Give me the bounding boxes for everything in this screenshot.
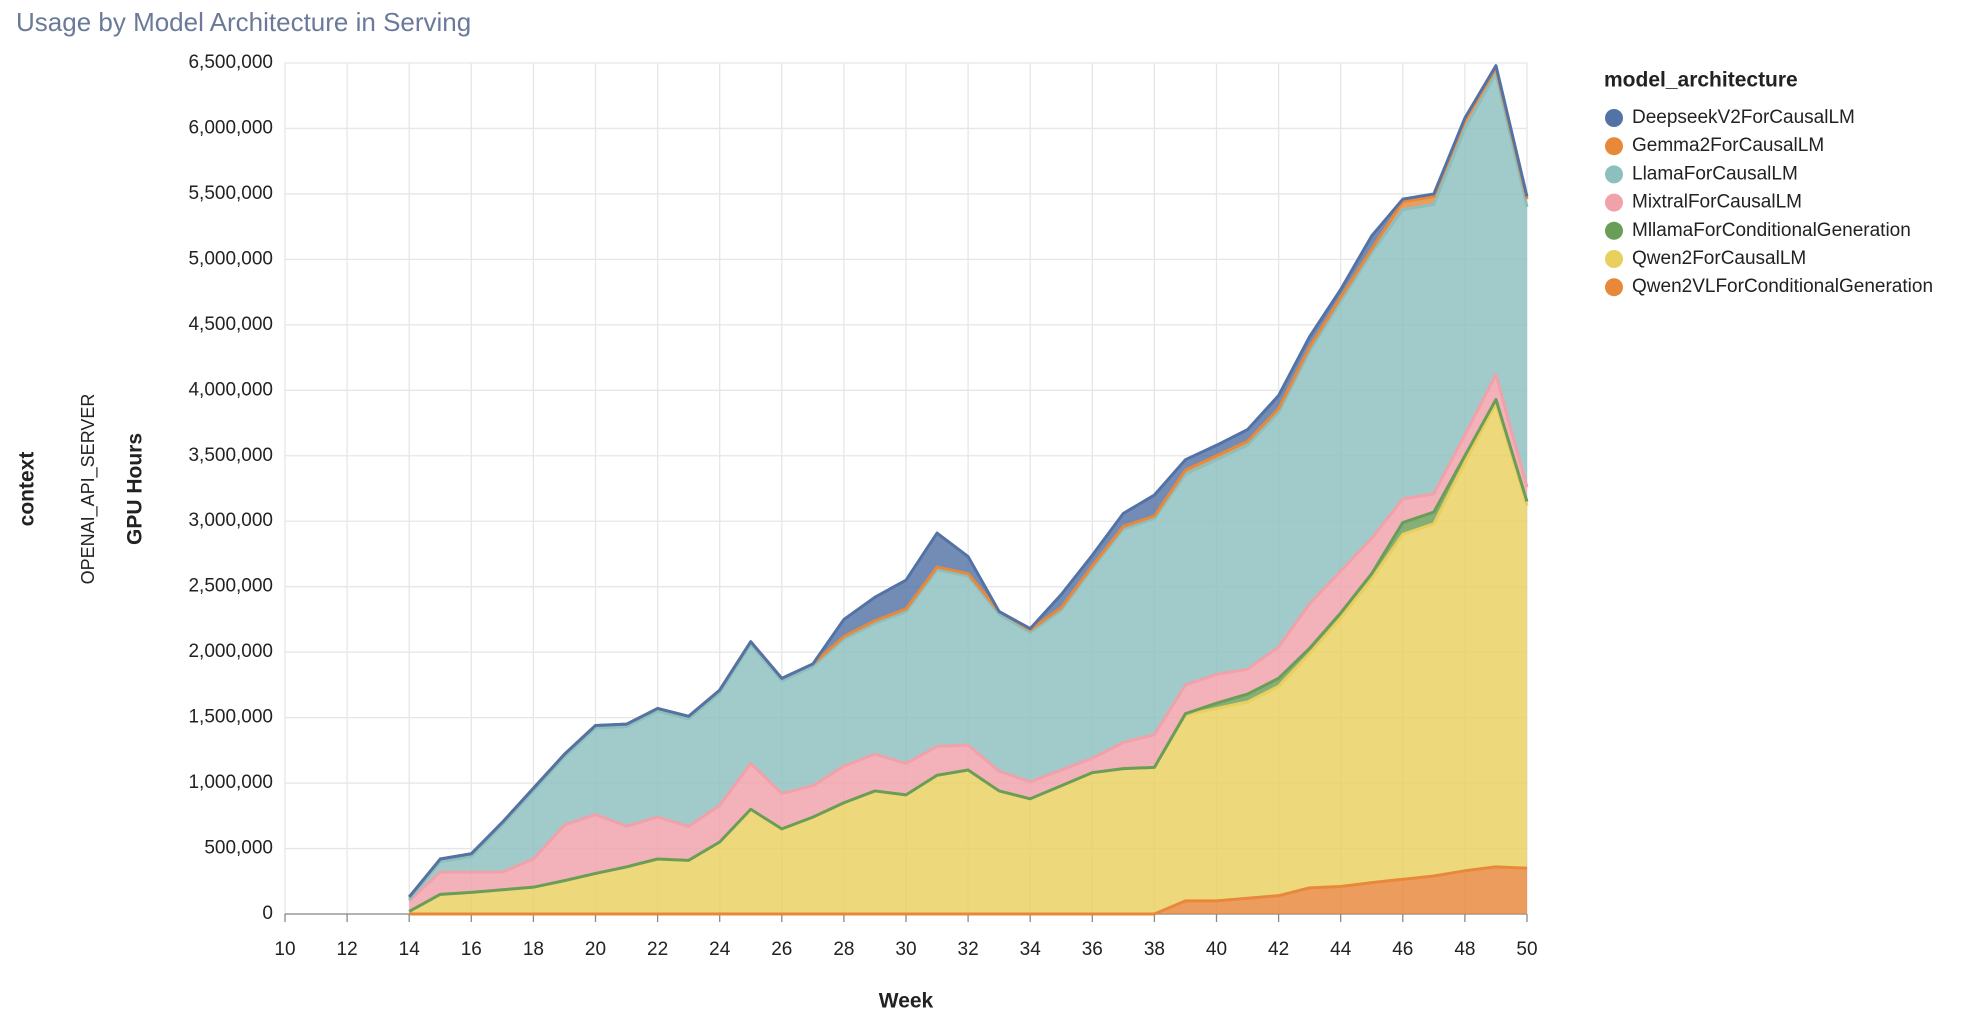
y-tick-label: 1,500,000 [188, 707, 273, 728]
y-tick-label: 6,500,000 [188, 52, 273, 73]
y-tick-label: 1,000,000 [188, 772, 273, 793]
x-tick-label: 48 [1454, 939, 1475, 960]
y-tick-label: 2,500,000 [188, 576, 273, 597]
area [409, 403, 1528, 914]
area [409, 866, 1528, 914]
y-tick-label: 4,000,000 [188, 379, 273, 400]
area-line [408, 373, 1529, 903]
x-tick-label: 36 [1082, 939, 1103, 960]
area [409, 374, 1528, 912]
y-tick-label: 4,500,000 [188, 314, 273, 335]
x-tick-label: 26 [771, 939, 792, 960]
y-tick-label: 3,000,000 [188, 510, 273, 531]
legend-swatch [1605, 278, 1623, 297]
x-tick-label: 14 [399, 939, 421, 960]
legend-label: Gemma2ForCausalLM [1632, 135, 1824, 156]
legend-swatch [1605, 193, 1623, 212]
y-tick-label: 500,000 [204, 838, 273, 859]
x-tick-label: 18 [523, 939, 544, 960]
x-tick-label: 32 [958, 939, 979, 960]
y-tick-label: 6,000,000 [188, 117, 273, 138]
legend-swatch [1605, 165, 1623, 184]
chart-title: Usage by Model Architecture in Serving [16, 7, 471, 37]
legend-label: LlamaForCausalLM [1632, 163, 1798, 184]
legend-swatch [1605, 221, 1623, 240]
x-tick-label: 16 [461, 939, 482, 960]
legend-title: model_architecture [1604, 69, 1798, 92]
x-tick-label: 42 [1268, 939, 1289, 960]
legend-label: MllamaForConditionalGeneration [1632, 220, 1911, 241]
y-tick-label: 5,000,000 [188, 248, 273, 269]
facet-value: OPENAI_API_SERVER [78, 394, 99, 585]
x-tick-label: 24 [709, 939, 731, 960]
y-tick-label: 3,500,000 [188, 445, 273, 466]
x-tick-label: 28 [833, 939, 854, 960]
area-line [409, 865, 1528, 916]
legend-label: Qwen2ForCausalLM [1632, 248, 1806, 269]
y-axis-label: GPU Hours [124, 433, 147, 545]
legend-label: DeepseekV2ForCausalLM [1632, 107, 1855, 128]
legend-label: Qwen2VLForConditionalGeneration [1632, 276, 1933, 297]
legend-swatch [1605, 250, 1623, 268]
x-tick-label: 34 [1020, 939, 1042, 960]
x-axis-label: Week [879, 990, 934, 1013]
area-line [408, 71, 1529, 901]
x-tick-label: 50 [1516, 939, 1537, 960]
x-tick-label: 12 [337, 939, 358, 960]
y-tick-label: 5,500,000 [188, 183, 273, 204]
area-line [408, 397, 1529, 913]
legend-swatch [1605, 109, 1623, 127]
area [409, 73, 1528, 901]
x-tick-label: 44 [1330, 939, 1352, 960]
legend-swatch [1605, 137, 1623, 156]
x-tick-label: 40 [1206, 939, 1227, 960]
y-tick-label: 2,000,000 [188, 641, 273, 662]
legend-label: MixtralForCausalLM [1632, 192, 1802, 213]
y-tick-label: 0 [262, 903, 273, 924]
facet-title: context [16, 452, 39, 527]
lines [408, 64, 1529, 916]
x-tick-label: 30 [895, 939, 916, 960]
x-tick-label: 38 [1144, 939, 1165, 960]
x-tick-label: 10 [274, 939, 295, 960]
x-tick-label: 22 [647, 939, 668, 960]
x-tick-label: 46 [1392, 939, 1413, 960]
area-line [408, 64, 1529, 898]
x-tick-label: 20 [585, 939, 606, 960]
